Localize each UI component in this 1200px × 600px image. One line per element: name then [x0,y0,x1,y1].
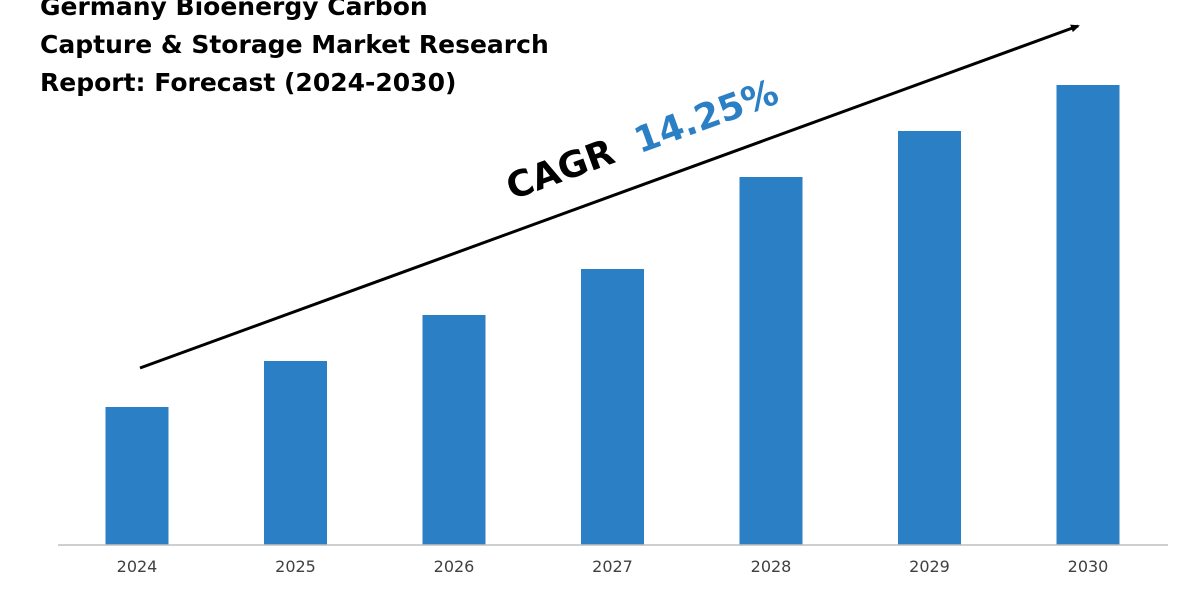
x-tick-label-2025: 2025 [275,557,316,576]
bar-2024 [105,407,169,545]
trend-arrow [139,24,1080,370]
bar-2030 [1056,85,1120,545]
x-tick-label-2029: 2029 [909,557,950,576]
chart-title-line-2: Capture & Storage Market Research [40,30,549,59]
x-axis-tick-labels: 2024 2025 2026 2027 2028 2029 2030 [117,557,1109,576]
x-tick-label-2027: 2027 [592,557,633,576]
bar-2026 [422,315,486,545]
cagr-value: 14.25% [629,72,784,162]
x-tick-label-2024: 2024 [117,557,158,576]
cagr-label: CAGR [501,132,620,209]
chart-title-line-1: Germany Bioenergy Carbon [40,0,428,21]
x-tick-label-2030: 2030 [1068,557,1109,576]
bar-2029 [898,131,961,545]
x-tick-label-2026: 2026 [434,557,475,576]
bar-2028 [739,177,803,545]
x-tick-label-2028: 2028 [751,557,792,576]
bar-2027 [581,269,644,545]
bars-group [105,85,1120,545]
bar-2025 [264,361,327,545]
chart-title-line-3: Report: Forecast (2024-2030) [40,68,457,97]
chart-title: Germany Bioenergy Carbon Capture & Stora… [40,0,549,102]
